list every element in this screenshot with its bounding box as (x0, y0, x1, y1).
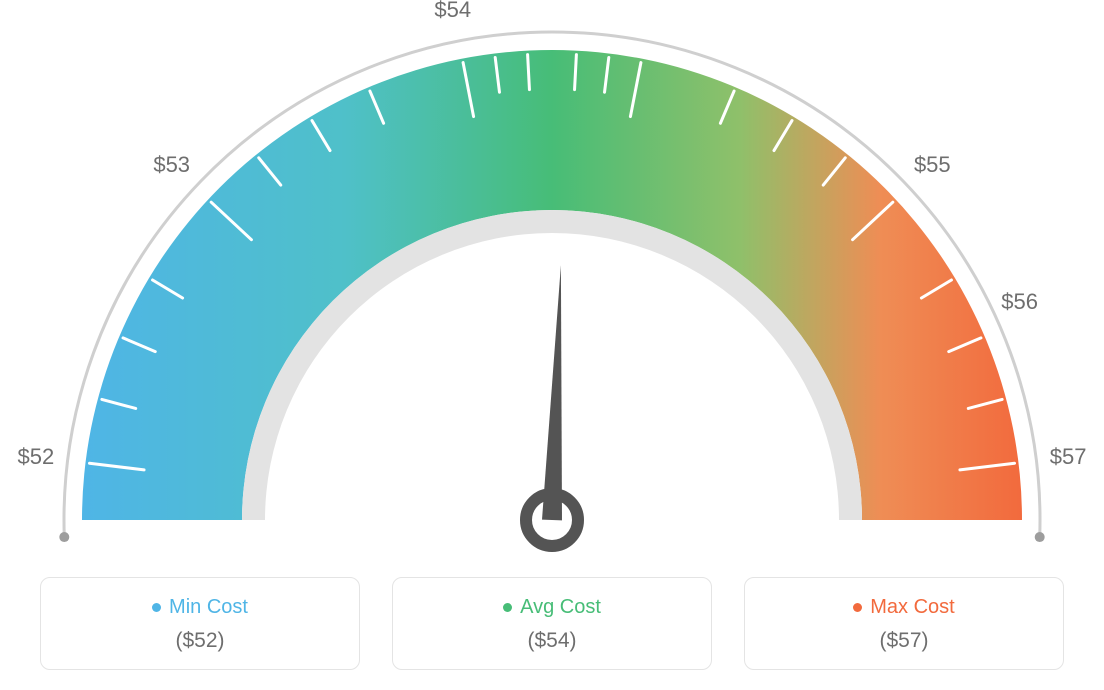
legend-card-max: Max Cost ($57) (744, 577, 1064, 670)
legend-label-max: Max Cost (870, 596, 954, 619)
gauge-svg (0, 0, 1104, 560)
legend-dot-avg (503, 603, 512, 612)
gauge-scale-label: $54 (534, 0, 571, 3)
gauge-scale-label: $52 (18, 444, 55, 470)
legend-card-avg: Avg Cost ($54) (392, 577, 712, 670)
legend-title-avg: Avg Cost (503, 596, 601, 619)
gauge-scale-label: $54 (434, 0, 471, 23)
gauge-scale-label: $53 (153, 152, 190, 178)
legend-value-min: ($52) (51, 629, 349, 653)
gauge-scale-label: $57 (1050, 444, 1087, 470)
gauge-container: $52 $53 $54 $54 $55 $56 $57 (0, 0, 1104, 560)
legend-value-avg: ($54) (403, 629, 701, 653)
legend-card-min: Min Cost ($52) (40, 577, 360, 670)
legend-label-avg: Avg Cost (520, 596, 601, 619)
legend-row: Min Cost ($52) Avg Cost ($54) Max Cost (… (0, 577, 1104, 670)
legend-title-max: Max Cost (853, 596, 954, 619)
legend-title-min: Min Cost (152, 596, 248, 619)
legend-value-max: ($57) (755, 629, 1053, 653)
legend-dot-max (853, 603, 862, 612)
gauge-scale-label: $55 (914, 152, 951, 178)
legend-dot-min (152, 603, 161, 612)
legend-label-min: Min Cost (169, 596, 248, 619)
gauge-scale-label: $56 (1001, 289, 1038, 315)
